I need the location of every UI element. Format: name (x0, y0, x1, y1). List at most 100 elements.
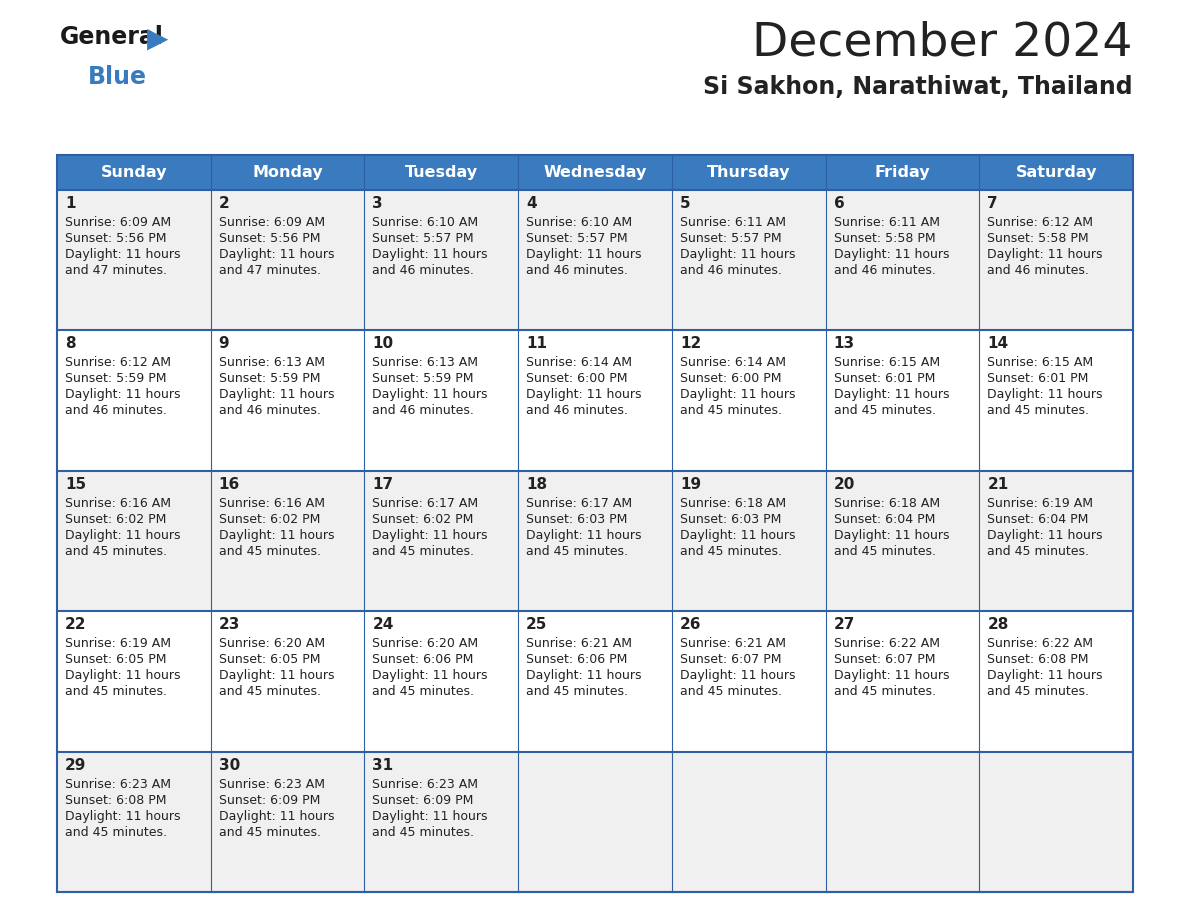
Text: 30: 30 (219, 757, 240, 773)
Text: Daylight: 11 hours: Daylight: 11 hours (65, 248, 181, 261)
Text: Daylight: 11 hours: Daylight: 11 hours (65, 388, 181, 401)
Text: Tuesday: Tuesday (405, 165, 478, 180)
Text: 1: 1 (65, 196, 76, 211)
Text: Sunrise: 6:09 AM: Sunrise: 6:09 AM (219, 216, 324, 229)
Text: Sunset: 5:56 PM: Sunset: 5:56 PM (219, 232, 321, 245)
Text: 24: 24 (372, 617, 393, 633)
Text: and 45 minutes.: and 45 minutes. (65, 544, 168, 558)
Text: and 45 minutes.: and 45 minutes. (680, 544, 782, 558)
Text: Sunset: 6:03 PM: Sunset: 6:03 PM (680, 513, 782, 526)
Text: Sunrise: 6:13 AM: Sunrise: 6:13 AM (219, 356, 324, 369)
Text: and 45 minutes.: and 45 minutes. (834, 544, 936, 558)
Text: 25: 25 (526, 617, 548, 633)
Text: 17: 17 (372, 476, 393, 492)
Text: Sunrise: 6:18 AM: Sunrise: 6:18 AM (834, 497, 940, 509)
Text: and 46 minutes.: and 46 minutes. (526, 264, 628, 277)
Bar (57, 155, 1133, 190)
Text: 22: 22 (65, 617, 87, 633)
Text: 14: 14 (987, 336, 1009, 352)
Text: and 45 minutes.: and 45 minutes. (219, 685, 321, 699)
Text: Sunset: 6:06 PM: Sunset: 6:06 PM (526, 654, 627, 666)
Text: 3: 3 (372, 196, 383, 211)
Text: and 45 minutes.: and 45 minutes. (372, 825, 474, 839)
Text: Sunset: 6:01 PM: Sunset: 6:01 PM (834, 373, 935, 386)
Text: and 45 minutes.: and 45 minutes. (219, 544, 321, 558)
Text: and 46 minutes.: and 46 minutes. (372, 264, 474, 277)
Text: Sunrise: 6:14 AM: Sunrise: 6:14 AM (680, 356, 785, 369)
Text: 19: 19 (680, 476, 701, 492)
Text: Daylight: 11 hours: Daylight: 11 hours (219, 669, 334, 682)
Text: Sunrise: 6:11 AM: Sunrise: 6:11 AM (834, 216, 940, 229)
Text: and 45 minutes.: and 45 minutes. (526, 544, 628, 558)
Text: Sunset: 6:09 PM: Sunset: 6:09 PM (219, 793, 320, 807)
Text: and 46 minutes.: and 46 minutes. (526, 405, 628, 418)
Text: and 45 minutes.: and 45 minutes. (65, 685, 168, 699)
Text: 26: 26 (680, 617, 701, 633)
Text: Sunset: 6:01 PM: Sunset: 6:01 PM (987, 373, 1088, 386)
Text: Sunset: 6:07 PM: Sunset: 6:07 PM (680, 654, 782, 666)
Text: Sunset: 6:06 PM: Sunset: 6:06 PM (372, 654, 474, 666)
Text: Sunrise: 6:23 AM: Sunrise: 6:23 AM (372, 778, 479, 790)
Text: Sunset: 5:59 PM: Sunset: 5:59 PM (65, 373, 166, 386)
Text: Sunset: 6:07 PM: Sunset: 6:07 PM (834, 654, 935, 666)
Text: Daylight: 11 hours: Daylight: 11 hours (834, 669, 949, 682)
Text: Sunrise: 6:12 AM: Sunrise: 6:12 AM (65, 356, 171, 369)
Text: and 46 minutes.: and 46 minutes. (987, 264, 1089, 277)
Text: 12: 12 (680, 336, 701, 352)
Text: 8: 8 (65, 336, 76, 352)
Text: Sunset: 5:58 PM: Sunset: 5:58 PM (834, 232, 935, 245)
Text: Daylight: 11 hours: Daylight: 11 hours (987, 248, 1102, 261)
Text: Sunset: 5:58 PM: Sunset: 5:58 PM (987, 232, 1089, 245)
Text: Sunset: 6:02 PM: Sunset: 6:02 PM (219, 513, 320, 526)
Text: Sunrise: 6:19 AM: Sunrise: 6:19 AM (987, 497, 1093, 509)
Text: Sunset: 6:00 PM: Sunset: 6:00 PM (680, 373, 782, 386)
Text: and 45 minutes.: and 45 minutes. (372, 685, 474, 699)
Text: Daylight: 11 hours: Daylight: 11 hours (987, 669, 1102, 682)
Text: Sunrise: 6:11 AM: Sunrise: 6:11 AM (680, 216, 785, 229)
Text: Sunrise: 6:10 AM: Sunrise: 6:10 AM (372, 216, 479, 229)
Text: General: General (61, 25, 164, 49)
Text: Daylight: 11 hours: Daylight: 11 hours (219, 388, 334, 401)
Text: 5: 5 (680, 196, 690, 211)
Text: Sunrise: 6:18 AM: Sunrise: 6:18 AM (680, 497, 786, 509)
Text: Daylight: 11 hours: Daylight: 11 hours (219, 529, 334, 542)
Text: and 45 minutes.: and 45 minutes. (680, 405, 782, 418)
Text: Daylight: 11 hours: Daylight: 11 hours (987, 388, 1102, 401)
Text: Sunrise: 6:23 AM: Sunrise: 6:23 AM (65, 778, 171, 790)
Text: and 46 minutes.: and 46 minutes. (680, 264, 782, 277)
Text: 27: 27 (834, 617, 855, 633)
Bar (57, 330, 1133, 471)
Text: Sunset: 6:04 PM: Sunset: 6:04 PM (834, 513, 935, 526)
Text: 7: 7 (987, 196, 998, 211)
Text: Blue: Blue (88, 65, 147, 89)
Text: Daylight: 11 hours: Daylight: 11 hours (834, 529, 949, 542)
Text: 4: 4 (526, 196, 537, 211)
Text: and 45 minutes.: and 45 minutes. (219, 825, 321, 839)
Text: Sunrise: 6:17 AM: Sunrise: 6:17 AM (372, 497, 479, 509)
Text: Sunset: 5:57 PM: Sunset: 5:57 PM (680, 232, 782, 245)
Text: Daylight: 11 hours: Daylight: 11 hours (526, 529, 642, 542)
Text: 20: 20 (834, 476, 855, 492)
Text: Daylight: 11 hours: Daylight: 11 hours (526, 669, 642, 682)
Text: and 45 minutes.: and 45 minutes. (987, 685, 1089, 699)
Text: Daylight: 11 hours: Daylight: 11 hours (526, 248, 642, 261)
Text: Saturday: Saturday (1016, 165, 1097, 180)
Text: Sunrise: 6:12 AM: Sunrise: 6:12 AM (987, 216, 1093, 229)
Text: 28: 28 (987, 617, 1009, 633)
Text: Daylight: 11 hours: Daylight: 11 hours (680, 388, 795, 401)
Bar (57, 190, 1133, 330)
Text: Sunrise: 6:09 AM: Sunrise: 6:09 AM (65, 216, 171, 229)
Text: Monday: Monday (252, 165, 323, 180)
Text: Daylight: 11 hours: Daylight: 11 hours (372, 669, 488, 682)
Text: Sunset: 5:56 PM: Sunset: 5:56 PM (65, 232, 166, 245)
Text: Sunrise: 6:10 AM: Sunrise: 6:10 AM (526, 216, 632, 229)
Text: Sunrise: 6:14 AM: Sunrise: 6:14 AM (526, 356, 632, 369)
Bar (57, 155, 1133, 892)
Text: Sunrise: 6:15 AM: Sunrise: 6:15 AM (834, 356, 940, 369)
Text: Sunrise: 6:16 AM: Sunrise: 6:16 AM (65, 497, 171, 509)
Text: Sunset: 6:04 PM: Sunset: 6:04 PM (987, 513, 1088, 526)
Text: 16: 16 (219, 476, 240, 492)
Text: 11: 11 (526, 336, 548, 352)
Bar (57, 471, 1133, 611)
Text: and 45 minutes.: and 45 minutes. (680, 685, 782, 699)
